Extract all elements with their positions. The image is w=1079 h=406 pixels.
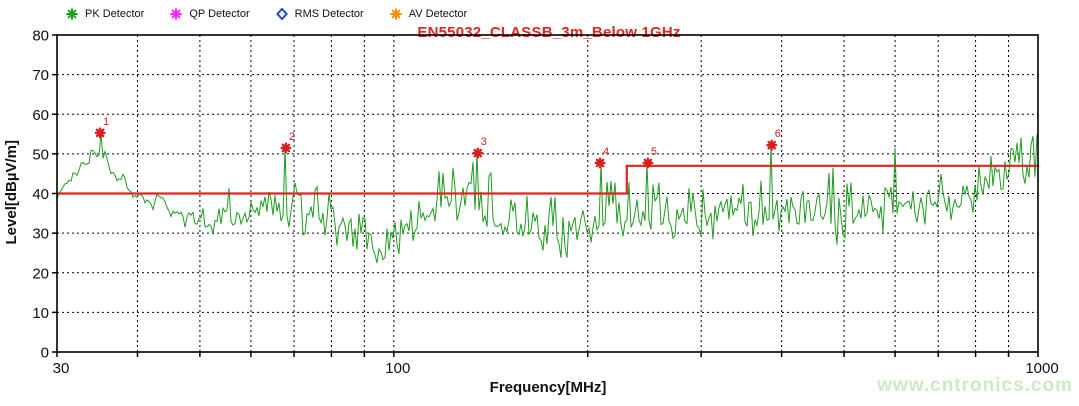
y-tick-label: 60: [32, 107, 49, 124]
y-tick-label: 80: [32, 28, 49, 45]
y-axis-label: Level[dBµV/m]: [3, 140, 20, 245]
peak-marker-number: 1: [103, 116, 109, 128]
x-tick-label: 30: [53, 360, 70, 377]
peak-marker-icon: [594, 157, 606, 169]
legend-item-label: PK Detector: [85, 8, 145, 20]
plot-border: [56, 34, 1039, 353]
peak-marker-number: 6: [775, 128, 781, 140]
y-tick-label: 40: [32, 186, 49, 203]
legend-item-rms: RMS Detector: [275, 8, 364, 20]
peak-marker-number: 4: [603, 146, 609, 158]
peak-marker-number: 3: [481, 136, 487, 148]
legend-item-pk: PK Detector: [66, 8, 144, 20]
pk-detector-icon: [66, 8, 78, 20]
peak-markers: 1 2 3 4 5 6: [94, 116, 781, 169]
peak-marker-icon: [642, 157, 654, 169]
legend: PK Detector QP Detector RMS Detector: [66, 8, 467, 20]
rms-detector-icon: [275, 8, 288, 20]
axis-ticks: 0 10 20 30 40 50 60 70 80 30 100 1000: [32, 28, 1058, 378]
legend-item-qp: QP Detector: [170, 8, 250, 20]
y-tick-label: 50: [32, 146, 49, 163]
limit-line: [57, 164, 1038, 195]
y-tick-label: 10: [32, 305, 49, 322]
legend-item-label: QP Detector: [189, 8, 250, 20]
peak-marker-icon: [766, 139, 778, 151]
legend-item-av: AV Detector: [389, 8, 468, 20]
peak-marker-icon: [280, 142, 292, 154]
peak-marker-icon: [472, 147, 484, 159]
x-tick-label: 100: [385, 360, 410, 377]
peak-marker-number: 2: [289, 131, 295, 143]
watermark: www.cntronics.com: [877, 375, 1073, 396]
peak-marker-number: 5: [651, 146, 657, 158]
y-tick-label: 20: [32, 265, 49, 282]
x-tick-label: 1000: [1025, 360, 1058, 377]
legend-item-label: RMS Detector: [294, 8, 364, 20]
pk-trace: [56, 132, 1038, 264]
peak-marker-icon: [94, 127, 106, 139]
x-axis-label: Frequency[MHz]: [489, 379, 607, 396]
chart-title: EN55032_CLASSB_3m_Below 1GHz: [417, 24, 681, 41]
legend-item-label: AV Detector: [408, 8, 468, 20]
qp-detector-icon: [170, 8, 183, 20]
y-tick-label: 0: [41, 345, 49, 362]
av-detector-icon: [389, 8, 402, 20]
y-tick-label: 30: [32, 226, 49, 243]
y-tick-label: 70: [32, 67, 49, 84]
